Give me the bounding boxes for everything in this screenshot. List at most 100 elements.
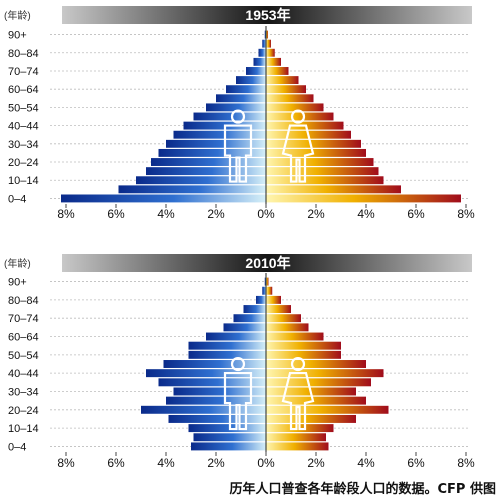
male-bar [223, 323, 266, 332]
female-head [290, 356, 306, 372]
age-label: 20–24 [8, 157, 39, 169]
pyramid-chart-2: 2010年 (年龄) 0–4 10–14 20–24 30–34 40–44 50–54 60–… [4, 254, 475, 470]
x-tick-label: 4% [157, 456, 175, 470]
x-tick-label: 6% [107, 456, 125, 470]
female-bar [266, 405, 389, 414]
age-label: 0–4 [8, 193, 26, 205]
age-label: 70–74 [8, 66, 39, 78]
age-label: 30–34 [8, 386, 39, 398]
age-label: 60–64 [8, 84, 39, 96]
male-bar [226, 85, 266, 94]
female-head [290, 109, 306, 124]
male-bar [264, 277, 266, 286]
male-bar [193, 112, 266, 121]
female-bar [266, 94, 314, 103]
female-bar [266, 158, 374, 166]
female-bar [266, 332, 324, 341]
x-tick-label: 2% [207, 456, 225, 470]
female-bar [266, 139, 361, 148]
female-bar [266, 369, 384, 378]
age-label: 40–44 [8, 368, 39, 380]
female-bar [266, 295, 281, 304]
female-bar [266, 76, 299, 85]
age-label: 50–54 [8, 102, 39, 114]
male-bar [206, 332, 266, 341]
male-bar [151, 158, 266, 166]
male-bar [168, 414, 266, 423]
female-bar [266, 433, 326, 442]
male-bar [262, 286, 266, 295]
male-head [230, 109, 246, 124]
male-body [223, 371, 253, 431]
male-bar [158, 378, 266, 387]
male-bar [158, 148, 266, 157]
male-body [223, 124, 253, 183]
x-tick-label: 4% [357, 207, 375, 221]
x-tick-label: 8% [457, 207, 475, 221]
female-bar [266, 85, 306, 94]
age-label: 60–64 [8, 332, 39, 344]
male-bar [146, 167, 266, 176]
chart-title: 2010年 [245, 255, 290, 271]
x-tick-label: 2% [207, 207, 225, 221]
age-label: 20–24 [8, 405, 39, 417]
x-tick-label: 6% [407, 207, 425, 221]
female-bar [266, 30, 268, 39]
x-tick-label: 6% [107, 207, 125, 221]
male-bar [136, 176, 266, 185]
age-label: 80–84 [8, 295, 39, 307]
age-label: 0–4 [8, 441, 26, 453]
male-bar [173, 387, 266, 396]
x-tick-label: 8% [57, 456, 75, 470]
female-bar [266, 194, 461, 203]
x-tick-label: 4% [157, 207, 175, 221]
x-tick-label: 8% [57, 207, 75, 221]
male-bar [166, 396, 266, 405]
pyramid-chart-1: 1953年 (年龄) 0–4 10–14 20–24 30–34 40–44 50–54 60–… [4, 6, 475, 221]
female-bar [266, 360, 366, 368]
male-bar [173, 130, 266, 139]
female-bar [266, 305, 291, 314]
male-bar [253, 57, 266, 66]
age-label: 90+ [8, 30, 27, 42]
female-bar [266, 286, 273, 295]
male-bar [256, 295, 266, 304]
female-bar [266, 176, 384, 185]
female-bar [266, 67, 289, 75]
male-bar [146, 369, 266, 378]
male-bar [258, 48, 266, 57]
male-bar [188, 350, 266, 359]
x-tick-label: 8% [457, 456, 475, 470]
female-bar [266, 185, 401, 194]
female-bar [266, 103, 324, 112]
female-bar [266, 341, 341, 350]
male-bar [236, 76, 266, 85]
female-bar [266, 39, 271, 48]
y-axis-label: (年龄) [4, 9, 31, 22]
chart-title-bar [62, 254, 472, 272]
female-bar [266, 442, 329, 451]
age-label: 80–84 [8, 48, 39, 60]
x-tick-label: 0% [257, 456, 275, 470]
male-bar [246, 67, 266, 75]
female-bar [266, 277, 269, 286]
female-bar [266, 378, 371, 387]
chart-title: 1953年 [245, 7, 290, 23]
male-head [230, 356, 246, 372]
female-bar [266, 350, 341, 359]
y-axis-label: (年龄) [4, 257, 31, 270]
female-bar [266, 167, 379, 176]
female-bar [266, 148, 366, 157]
female-bar [266, 48, 275, 57]
chart-title-bar [62, 6, 472, 24]
age-label: 10–14 [8, 175, 39, 187]
male-bar [141, 405, 266, 414]
age-label: 50–54 [8, 350, 39, 362]
male-bar [243, 305, 266, 314]
female-body [281, 371, 315, 431]
male-bar [233, 314, 266, 323]
male-bar [193, 433, 266, 442]
male-bar [118, 185, 266, 194]
age-label: 40–44 [8, 121, 39, 133]
figure-caption: 历年人口普查各年龄段人口的数据。CFP 供图 [229, 482, 496, 497]
